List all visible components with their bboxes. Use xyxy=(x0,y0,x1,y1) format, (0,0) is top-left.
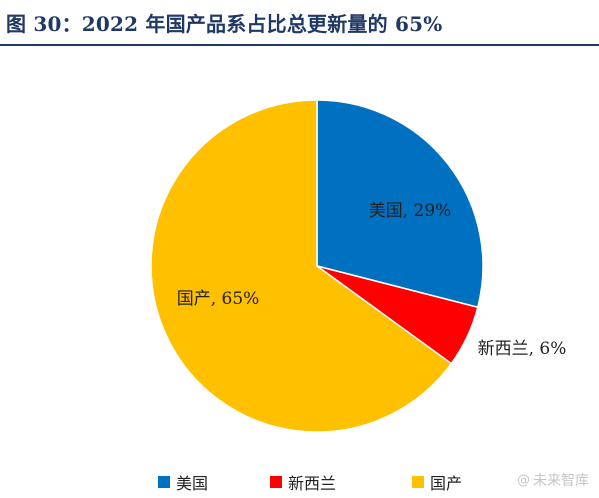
watermark-text: 未来智库 xyxy=(533,473,589,489)
pie-slice-usa xyxy=(316,99,484,309)
legend-label-new-zealand: 新西兰 xyxy=(288,474,337,493)
legend: 美国 新西兰 国产 xyxy=(0,470,599,494)
pie-labels: 美国, 29% 新西兰, 6% 国产, 65% xyxy=(177,201,567,359)
data-label-usa: 美国, 29% xyxy=(369,201,452,221)
data-label-domestic: 国产, 65% xyxy=(177,289,260,309)
legend-swatch-usa xyxy=(158,476,170,488)
title-divider xyxy=(0,44,599,46)
legend-item-usa: 美国 xyxy=(158,470,208,494)
watermark: @ 未来智库 xyxy=(517,470,589,490)
legend-label-domestic: 国产 xyxy=(430,474,463,493)
legend-swatch-domestic xyxy=(412,476,424,488)
data-label-new-zealand: 新西兰, 6% xyxy=(478,339,567,359)
pie-slice-domestic xyxy=(150,99,453,433)
legend-label-usa: 美国 xyxy=(176,474,209,493)
at-sign-icon: @ xyxy=(517,472,530,488)
pie-chart: 美国, 29% 新西兰, 6% 国产, 65% xyxy=(150,99,567,433)
legend-item-domestic: 国产 xyxy=(412,470,462,494)
chart-title: 图 30：2022 年国产品系占比总更新量的 65% xyxy=(6,12,443,36)
legend-swatch-new-zealand xyxy=(270,476,282,488)
pie-slices xyxy=(150,99,484,433)
legend-item-new-zealand: 新西兰 xyxy=(270,470,336,494)
